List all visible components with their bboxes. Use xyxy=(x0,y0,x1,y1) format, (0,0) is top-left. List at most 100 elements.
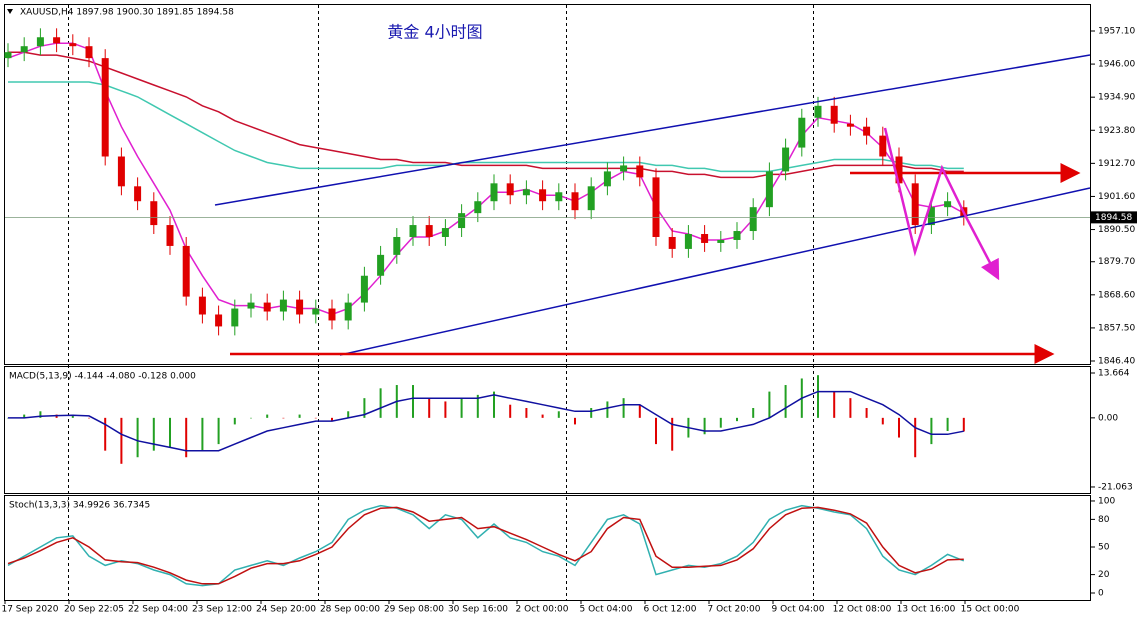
macd-bar xyxy=(428,398,431,418)
x-tick-label: 23 Sep 12:00 xyxy=(192,605,252,615)
stoch-label: Stoch(13,3,3) 34.9926 36.7345 xyxy=(9,501,150,511)
candle-body xyxy=(603,171,611,187)
candle-body xyxy=(911,183,919,226)
candle-body xyxy=(53,37,61,44)
x-tick-label: 29 Sep 08:00 xyxy=(384,605,444,615)
indicator-line xyxy=(8,51,964,179)
macd-bar xyxy=(71,414,74,418)
macd-bar xyxy=(298,414,301,418)
macd-bar xyxy=(849,398,852,418)
macd-bar xyxy=(120,417,123,464)
macd-bar xyxy=(736,417,738,422)
macd-bar xyxy=(379,388,382,418)
candle-body xyxy=(166,225,174,246)
candle-body xyxy=(101,58,109,157)
y-tick-label: 1923.80 xyxy=(1098,126,1135,136)
candle-body xyxy=(927,207,935,226)
macd-bar xyxy=(347,411,350,418)
last-price-box xyxy=(1091,211,1137,224)
indicator-line xyxy=(8,390,964,452)
y-tick-label: 1957.10 xyxy=(1098,26,1135,36)
y-tick-label: 1901.60 xyxy=(1098,192,1135,202)
y-tick-label: 20 xyxy=(1098,570,1110,580)
y-tick-label: 1946.00 xyxy=(1098,60,1135,70)
candle-body xyxy=(296,299,304,315)
y-tick-label: 13.664 xyxy=(1098,369,1130,379)
candle-body xyxy=(474,201,482,214)
x-tick-label: 2 Oct 00:00 xyxy=(516,605,569,615)
macd-bar xyxy=(898,417,900,438)
indicator-line xyxy=(8,81,964,173)
candle-body xyxy=(377,254,385,276)
x-tick-label: 6 Oct 12:00 xyxy=(644,605,697,615)
symbol-info: XAUUSD,H4 1897.98 1900.30 1891.85 1894.5… xyxy=(20,8,234,18)
macd-bar xyxy=(104,417,107,451)
x-tick-label: 17 Sep 2020 xyxy=(1,605,58,615)
macd-bar xyxy=(817,375,819,418)
candle-body xyxy=(231,308,239,327)
macd-bar xyxy=(509,404,512,418)
macd-bar xyxy=(217,417,220,445)
candle-body xyxy=(458,213,466,229)
candle-body xyxy=(684,234,692,249)
macd-bar xyxy=(590,408,593,418)
macd-bar xyxy=(23,414,26,418)
macd-bar xyxy=(833,391,836,418)
menu-arrow xyxy=(7,9,13,14)
candle-body xyxy=(944,201,952,208)
candle-body xyxy=(749,207,757,232)
macd-bar xyxy=(930,417,933,445)
macd-bar xyxy=(962,417,965,432)
macd-bar xyxy=(152,417,155,451)
candle-body xyxy=(814,105,822,118)
indicator-line xyxy=(7,506,964,585)
y-tick-label: 100 xyxy=(1098,496,1115,506)
y-tick-label: 1857.50 xyxy=(1098,323,1135,333)
candle-body xyxy=(522,189,530,196)
y-tick-label: 0.00 xyxy=(1098,413,1118,423)
x-tick-label: 12 Oct 08:00 xyxy=(833,605,892,615)
macd-bar xyxy=(768,391,771,418)
macd-bar xyxy=(201,417,204,451)
candle-body xyxy=(134,186,142,202)
macd-bar xyxy=(331,417,333,422)
macd-bar xyxy=(282,417,285,419)
candle-body xyxy=(539,189,547,202)
macd-bar xyxy=(719,417,722,428)
candle-body xyxy=(555,192,563,202)
candle-body xyxy=(441,228,449,237)
candle-body xyxy=(360,275,368,303)
y-tick-label: 1890.50 xyxy=(1098,225,1135,235)
y-tick-label: 1868.60 xyxy=(1098,290,1135,300)
candle-body xyxy=(863,126,871,136)
x-tick-label: 28 Sep 00:00 xyxy=(320,605,380,615)
candle-body xyxy=(895,156,903,184)
macd-bar xyxy=(784,385,787,418)
annotations xyxy=(214,54,1091,364)
candle-body xyxy=(668,236,676,249)
macd-bar xyxy=(525,408,528,418)
candle-body xyxy=(4,52,12,59)
candle-body xyxy=(182,245,190,297)
macd-bar xyxy=(476,394,479,418)
macd-label: MACD(5,13,9) -4.144 -4.080 -0.128 0.000 xyxy=(9,372,196,382)
candle-body xyxy=(20,46,28,53)
x-tick-label: 30 Sep 16:00 xyxy=(448,605,508,615)
candle-body xyxy=(636,165,644,178)
candle-body xyxy=(198,296,206,315)
chart-title: 黄金 4小时图 xyxy=(387,23,482,42)
y-tick-label: 1879.70 xyxy=(1098,257,1135,267)
macd-bar xyxy=(703,417,706,435)
macd-bar xyxy=(946,417,949,431)
candle-body xyxy=(587,186,595,211)
candle-body xyxy=(69,43,77,47)
y-tick-label: 80 xyxy=(1098,515,1110,525)
candle-body xyxy=(425,225,433,237)
candle-body xyxy=(247,302,255,309)
macd-bar xyxy=(88,417,90,419)
candle-body xyxy=(344,302,352,321)
y-tick-label: 1846.40 xyxy=(1098,357,1135,367)
price-panel xyxy=(4,4,1091,365)
macd-bar xyxy=(233,417,236,425)
candle-body xyxy=(879,135,887,157)
